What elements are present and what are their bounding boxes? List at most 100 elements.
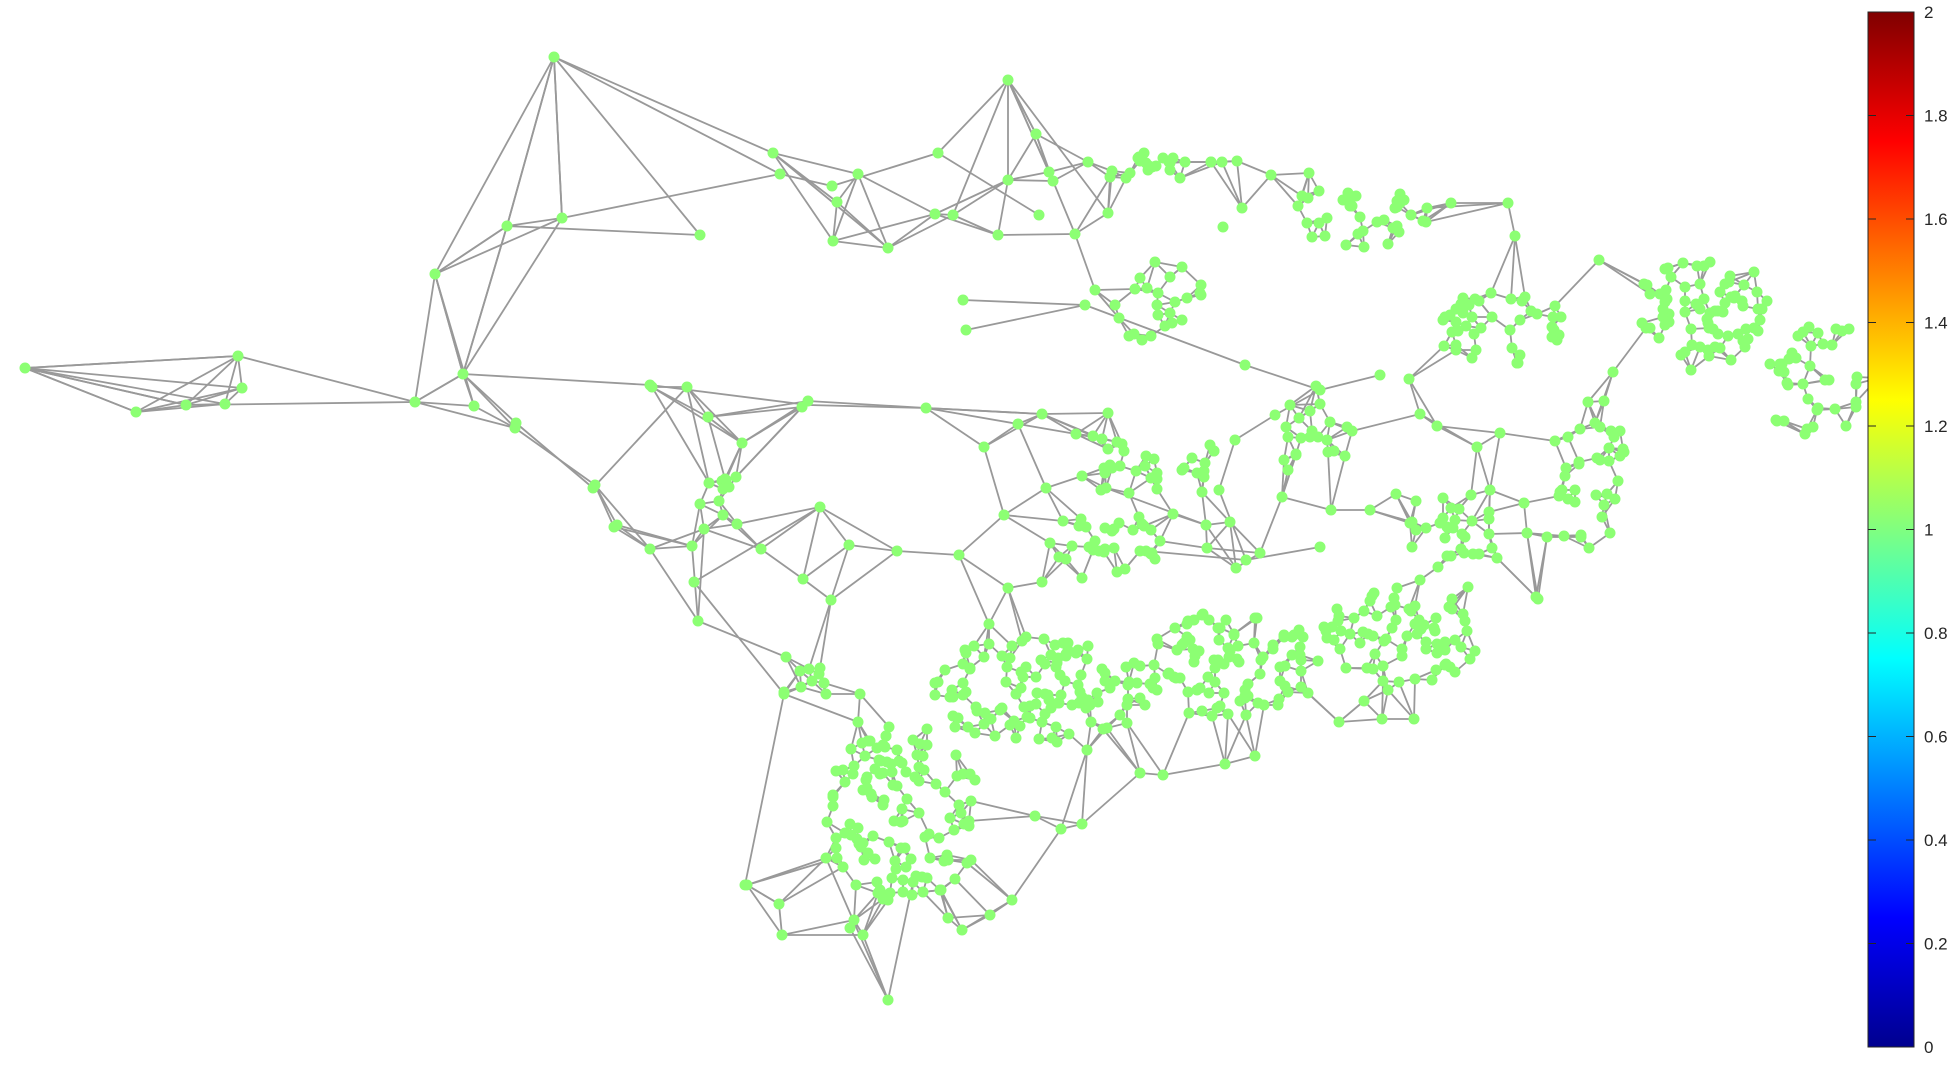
- graph-edge: [848, 544, 898, 552]
- graph-edge: [1162, 712, 1190, 776]
- graph-edge: [553, 56, 701, 236]
- graph-node: [1204, 439, 1216, 451]
- graph-edge: [473, 405, 516, 429]
- graph-node: [688, 576, 700, 588]
- graph-node: [831, 852, 843, 864]
- graph-node: [921, 723, 933, 735]
- graph-node: [1756, 303, 1768, 315]
- graph-edge: [506, 56, 555, 227]
- graph-node: [1149, 553, 1161, 565]
- graph-edge: [1426, 202, 1509, 209]
- graph-node: [1719, 297, 1731, 309]
- graph-edge: [686, 386, 709, 418]
- graph-node: [1295, 681, 1307, 693]
- graph-node: [1231, 155, 1243, 167]
- graph-node: [1095, 484, 1107, 496]
- graph-node: [694, 498, 706, 510]
- graph-node: [1312, 431, 1324, 443]
- graph-edge: [1081, 749, 1088, 825]
- graph-node: [1280, 421, 1292, 433]
- graph-node: [1484, 484, 1496, 496]
- colorbar: 0 0.2 0.4 0.6 0.8 1 1.2 1.4 1.6 1.8 2: [1867, 3, 1948, 1057]
- graph-edge: [725, 442, 743, 481]
- graph-node: [1829, 403, 1841, 415]
- graph-edge: [1126, 722, 1164, 776]
- graph-node: [959, 644, 971, 656]
- graph-edge: [779, 173, 833, 187]
- graph-node: [818, 677, 830, 689]
- graph-edge: [1241, 174, 1272, 209]
- graph-edge: [997, 233, 1076, 236]
- graph-node: [1201, 542, 1213, 554]
- graph-node: [1004, 652, 1016, 664]
- graph-node: [877, 799, 889, 811]
- graph-node: [1532, 593, 1544, 605]
- graph-node: [1164, 307, 1176, 319]
- graph-edge: [937, 152, 1040, 216]
- graph-node: [1164, 271, 1176, 283]
- graph-node: [852, 716, 864, 728]
- graph-node: [755, 543, 767, 555]
- graph-node: [984, 909, 996, 921]
- graph-node: [1505, 293, 1517, 305]
- graph-edge: [830, 544, 850, 601]
- graph-node: [644, 543, 656, 555]
- graph-node: [831, 196, 843, 208]
- graph-edge: [594, 484, 615, 528]
- graph-node: [907, 734, 919, 746]
- graph-node: [1430, 612, 1442, 624]
- graph-node: [1136, 518, 1148, 530]
- graph-node: [1782, 379, 1794, 391]
- graph-edge: [1201, 491, 1207, 526]
- graph-node: [1010, 732, 1022, 744]
- graph-node: [1218, 687, 1230, 699]
- graph-node: [837, 861, 849, 873]
- graph-node: [1295, 654, 1307, 666]
- graph-node: [1469, 645, 1481, 657]
- graph-node: [1030, 128, 1042, 140]
- graph-node: [1212, 622, 1224, 634]
- graph-edge: [651, 386, 743, 444]
- graph-node: [1440, 658, 1452, 670]
- graph-node: [1293, 412, 1305, 424]
- graph-node: [921, 739, 933, 751]
- graph-node: [1114, 709, 1126, 721]
- graph-node: [1182, 686, 1194, 698]
- graph-node: [947, 691, 959, 703]
- graph-node: [457, 368, 469, 380]
- graph-node: [877, 893, 889, 905]
- graph-node: [1704, 256, 1716, 268]
- graph-edge: [1206, 521, 1231, 549]
- graph-node: [952, 712, 964, 724]
- graph-node: [869, 763, 881, 775]
- graph-node: [1254, 547, 1266, 559]
- graph-node: [1321, 212, 1333, 224]
- graph-edge: [1236, 160, 1243, 209]
- graph-node: [1200, 519, 1212, 531]
- graph-node: [1541, 531, 1553, 543]
- graph-node: [1024, 712, 1036, 724]
- graph-edge: [958, 554, 990, 625]
- graph-edge: [237, 355, 416, 403]
- graph-node: [929, 677, 941, 689]
- graph-node: [409, 396, 421, 408]
- graph-node: [1141, 282, 1153, 294]
- graph-edge: [988, 587, 1009, 625]
- graph-node: [938, 855, 950, 867]
- graph-node: [1583, 542, 1595, 554]
- graph-node: [820, 852, 832, 864]
- graph-edge: [954, 878, 991, 916]
- graph-node: [1015, 682, 1027, 694]
- graph-node: [1222, 708, 1234, 720]
- graph-node: [1181, 292, 1193, 304]
- graph-node: [1434, 517, 1446, 529]
- graph-edge: [952, 214, 999, 236]
- graph-node: [845, 743, 857, 755]
- graph-node: [1195, 289, 1207, 301]
- graph-node: [1665, 271, 1677, 283]
- graph-node: [1430, 664, 1442, 676]
- graph-node: [1081, 744, 1093, 756]
- graph-node: [1140, 450, 1152, 462]
- graph-edge: [783, 693, 859, 723]
- graph-node: [935, 884, 947, 896]
